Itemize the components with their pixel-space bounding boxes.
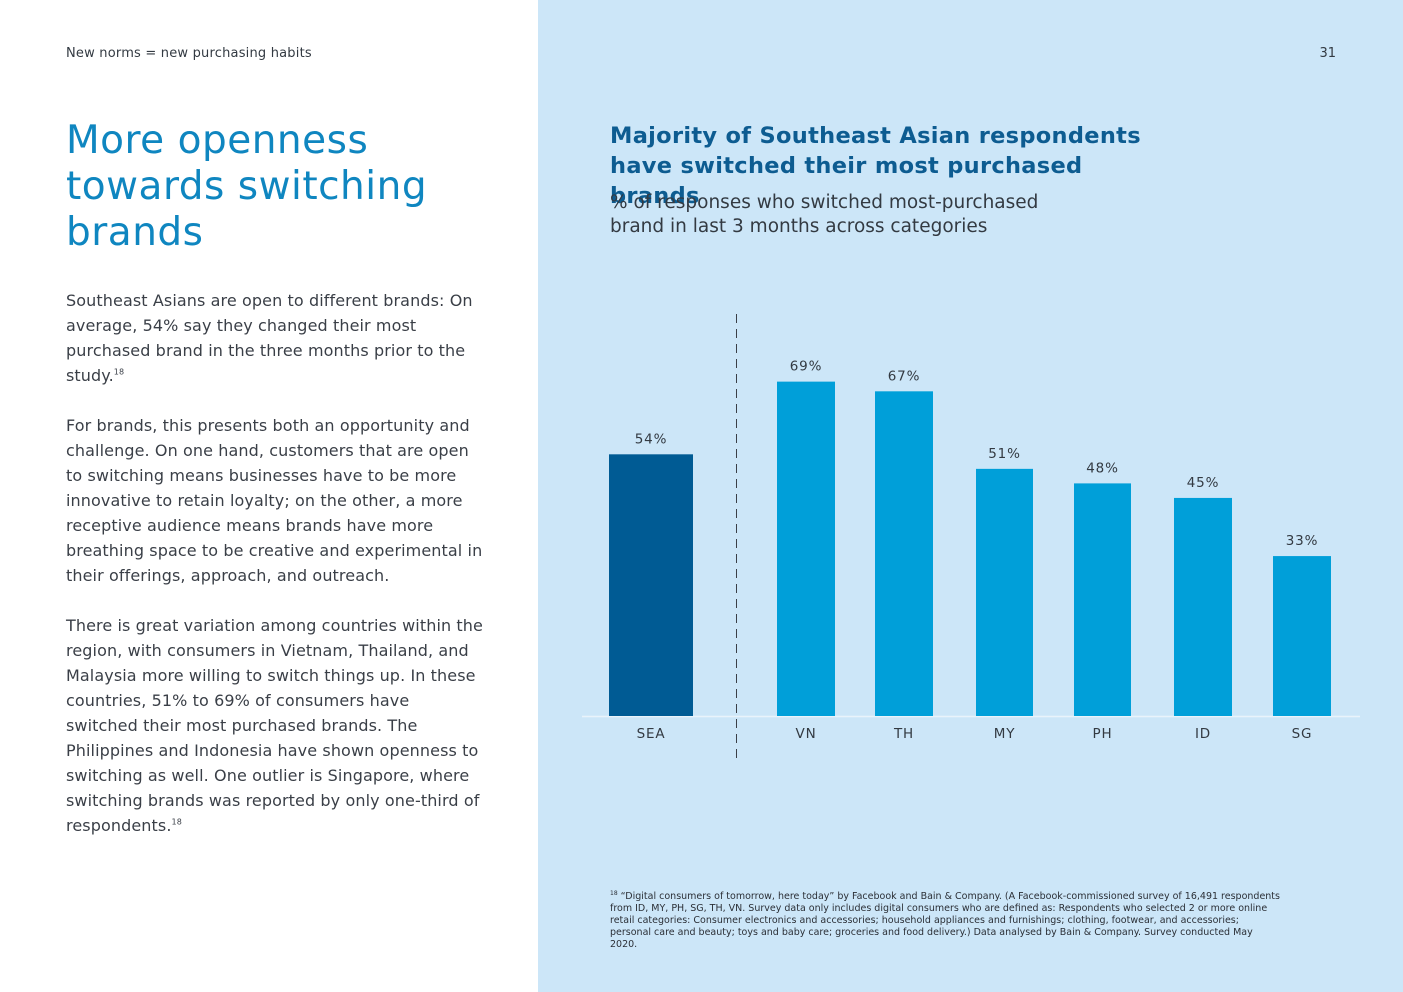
body-paragraph-2: For brands, this presents both an opport… bbox=[66, 416, 483, 585]
bar-id bbox=[1174, 497, 1232, 716]
page-number: 31 bbox=[1319, 46, 1336, 61]
footnote-ref: 18 bbox=[113, 367, 125, 377]
value-label-th: 67% bbox=[888, 368, 920, 384]
bar-sea bbox=[609, 454, 693, 716]
bar-my bbox=[976, 468, 1033, 716]
chart-title: Majority of Southeast Asian respondents … bbox=[610, 123, 1141, 209]
category-label-sea: SEA bbox=[637, 726, 666, 742]
value-label-sg: 33% bbox=[1286, 533, 1318, 549]
value-label-id: 45% bbox=[1187, 475, 1219, 491]
value-label-sea: 54% bbox=[635, 431, 667, 447]
section-label: New norms = new purchasing habits bbox=[66, 46, 312, 61]
category-label-id: ID bbox=[1195, 726, 1211, 742]
category-label-ph: PH bbox=[1093, 726, 1113, 742]
value-label-my: 51% bbox=[988, 446, 1020, 462]
bar-vn bbox=[777, 381, 835, 716]
value-label-ph: 48% bbox=[1086, 460, 1118, 476]
page-headline: More openness towards switching brands bbox=[66, 118, 428, 255]
body-text: Southeast Asians are open to different b… bbox=[66, 288, 486, 863]
left-panel bbox=[0, 0, 538, 992]
bar-sg bbox=[1273, 556, 1331, 716]
body-paragraph-3: There is great variation among countries… bbox=[66, 616, 483, 835]
bar-th bbox=[875, 391, 933, 716]
category-label-my: MY bbox=[994, 726, 1016, 742]
footnote-marker: 18 bbox=[610, 889, 618, 897]
footnote: 18 “Digital consumers of tomorrow, here … bbox=[610, 889, 1280, 950]
bar-ph bbox=[1074, 483, 1131, 716]
category-label-sg: SG bbox=[1292, 726, 1313, 742]
value-label-vn: 69% bbox=[790, 359, 822, 375]
chart-subtitle: % of responses who switched most-purchas… bbox=[610, 192, 1039, 237]
footnote-ref: 18 bbox=[171, 817, 182, 827]
category-label-vn: VN bbox=[796, 726, 817, 742]
category-label-th: TH bbox=[893, 726, 914, 742]
body-paragraph-1: Southeast Asians are open to different b… bbox=[66, 291, 473, 385]
